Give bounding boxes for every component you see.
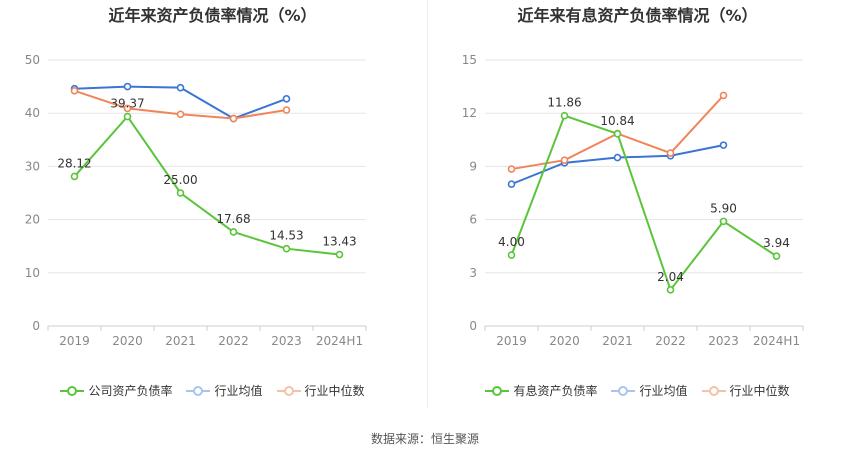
data-point-median bbox=[719, 91, 728, 100]
x-tick-label: 2022 bbox=[218, 334, 249, 348]
data-point-average bbox=[282, 95, 291, 103]
legend-item-median[interactable]: 行业中位数 bbox=[276, 382, 365, 399]
data-label: 2.04 bbox=[657, 270, 684, 284]
data-label: 11.86 bbox=[547, 96, 581, 110]
y-tick-label: 3 bbox=[469, 266, 477, 280]
right-chart-panel: 近年来有息资产负债率情况（%） 0 3 6 9 12 15 2019 2020 2021 2022… bbox=[425, 0, 850, 415]
data-point-company bbox=[772, 252, 781, 260]
series-line-company bbox=[510, 114, 778, 292]
legend-item-company[interactable]: 公司资产负债率 bbox=[60, 382, 172, 399]
data-point-company bbox=[719, 217, 728, 226]
y-tick-label: 20 bbox=[25, 213, 40, 227]
data-point-median bbox=[70, 87, 79, 95]
x-tick-label: 2020 bbox=[549, 334, 580, 348]
data-point-company bbox=[229, 228, 238, 236]
data-point-average bbox=[613, 153, 622, 162]
data-point-company bbox=[335, 250, 344, 259]
data-point-average bbox=[507, 180, 516, 188]
y-tick-label: 40 bbox=[25, 106, 40, 120]
right-chart-title: 近年来有息资产负债率情况（%） bbox=[517, 6, 758, 25]
x-tick-label: 2020 bbox=[112, 334, 143, 348]
data-point-company bbox=[70, 172, 79, 181]
y-tick-label: 0 bbox=[469, 319, 477, 333]
legend-marker-company bbox=[485, 385, 510, 396]
data-label: 17.68 bbox=[216, 212, 250, 226]
x-tick-label: 2021 bbox=[602, 334, 633, 348]
y-tick-label: 6 bbox=[469, 213, 477, 227]
legend-marker-median bbox=[701, 385, 726, 396]
legend-item-median[interactable]: 行业中位数 bbox=[701, 382, 790, 399]
left-chart-title: 近年来资产负债率情况（%） bbox=[108, 6, 317, 25]
data-label: 4.00 bbox=[498, 235, 525, 249]
data-point-median bbox=[282, 106, 291, 114]
data-point-company bbox=[123, 112, 132, 121]
legend-label-median: 行业中位数 bbox=[304, 384, 365, 398]
data-label: 10.84 bbox=[600, 114, 634, 128]
legend-item-company[interactable]: 有息资产负债率 bbox=[485, 382, 597, 399]
left-chart-plot: 0 10 20 30 40 50 2019 2020 2021 2022 2023 2024H1 28.… bbox=[25, 53, 367, 348]
data-point-median bbox=[123, 104, 132, 113]
y-tick-label: 9 bbox=[469, 159, 477, 173]
left-chart-legend: 公司资产负债率 行业均值 行业中位数 bbox=[0, 382, 425, 399]
legend-item-average[interactable]: 行业均值 bbox=[186, 382, 263, 399]
data-point-median bbox=[560, 156, 569, 164]
x-tick-label: 2023 bbox=[708, 334, 739, 348]
data-point-average bbox=[123, 82, 132, 91]
series-line-company bbox=[73, 114, 340, 256]
y-tick-label: 50 bbox=[25, 53, 40, 67]
x-tick-label: 2024H1 bbox=[753, 334, 800, 348]
legend-marker-average bbox=[611, 385, 636, 396]
legend-label-average: 行业均值 bbox=[639, 384, 688, 398]
legend-item-average[interactable]: 行业均值 bbox=[611, 382, 688, 399]
legend-label-company: 有息资产负债率 bbox=[513, 384, 598, 398]
x-tick-label: 2021 bbox=[165, 334, 196, 348]
data-label: 5.90 bbox=[710, 201, 737, 215]
chart-divider bbox=[427, 0, 428, 408]
legend-marker-company bbox=[60, 385, 85, 396]
data-point-company bbox=[613, 129, 622, 138]
data-point-company bbox=[560, 111, 569, 120]
data-label: 28.12 bbox=[57, 156, 91, 170]
legend-label-average: 行业均值 bbox=[214, 384, 263, 398]
data-label: 3.94 bbox=[763, 236, 790, 250]
data-point-average bbox=[719, 141, 728, 149]
left-chart-panel: 近年来资产负债率情况（%） 0 10 20 30 40 50 2019 2020 2021 202… bbox=[0, 0, 425, 415]
data-point-company bbox=[666, 286, 675, 294]
legend-marker-average bbox=[186, 385, 211, 396]
data-label: 13.43 bbox=[322, 235, 356, 249]
data-point-company bbox=[282, 244, 291, 253]
data-point-average bbox=[176, 83, 185, 92]
legend-label-company: 公司资产负债率 bbox=[88, 384, 173, 398]
x-tick-label: 2019 bbox=[59, 334, 90, 348]
legend-marker-median bbox=[276, 385, 301, 396]
x-tick-label: 2023 bbox=[271, 334, 302, 348]
data-label: 14.53 bbox=[269, 229, 303, 243]
right-chart-legend: 有息资产负债率 行业均值 行业中位数 bbox=[425, 382, 850, 399]
x-tick-label: 2019 bbox=[496, 334, 527, 348]
y-tick-label: 10 bbox=[25, 266, 40, 280]
y-tick-label: 0 bbox=[32, 319, 40, 333]
y-tick-label: 15 bbox=[462, 53, 477, 67]
data-label: 25.00 bbox=[163, 173, 197, 187]
data-source-note: 数据来源：恒生聚源 bbox=[370, 432, 479, 446]
data-point-company bbox=[176, 189, 185, 197]
x-tick-label: 2024H1 bbox=[316, 334, 363, 348]
y-tick-label: 12 bbox=[462, 106, 477, 120]
data-point-median bbox=[666, 149, 675, 157]
right-chart-plot: 0 3 6 9 12 15 2019 2020 2021 2022 2023 2024H1 4.00 11… bbox=[462, 53, 804, 348]
data-point-median bbox=[507, 165, 516, 173]
data-point-median bbox=[176, 110, 185, 119]
data-label: 39.37 bbox=[110, 97, 144, 111]
legend-label-median: 行业中位数 bbox=[729, 384, 790, 398]
x-tick-label: 2022 bbox=[655, 334, 686, 348]
y-tick-label: 30 bbox=[25, 159, 40, 173]
data-point-median bbox=[229, 114, 238, 123]
data-point-company bbox=[507, 251, 516, 259]
